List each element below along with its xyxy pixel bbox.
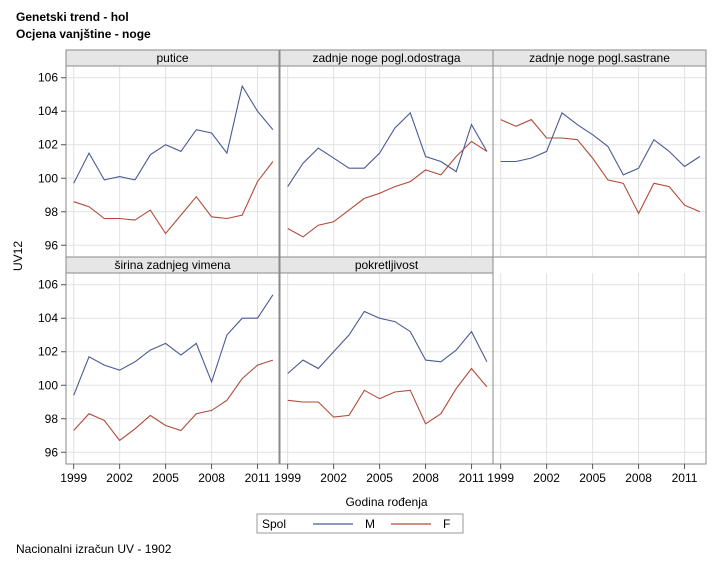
x-axis-label: Godina rođenja — [345, 495, 427, 509]
y-tick-label: 98 — [45, 412, 59, 426]
panel-background — [66, 257, 279, 464]
y-tick-label: 102 — [38, 138, 58, 152]
x-tick-label: 2005 — [152, 471, 179, 485]
panel-background — [493, 50, 706, 257]
x-tick-label: 1999 — [274, 471, 301, 485]
x-tick-label: 2011 — [672, 471, 698, 485]
series-line-f — [73, 359, 274, 442]
y-tick-label: 100 — [38, 378, 58, 392]
series-line-f — [73, 161, 274, 235]
x-tick-label: 2005 — [579, 471, 606, 485]
panel-title: putice — [156, 51, 188, 65]
y-tick-label: 96 — [45, 238, 59, 252]
legend-title: Spol — [262, 517, 286, 531]
y-tick-label: 96 — [45, 445, 59, 459]
legend-entry-f: F — [443, 517, 450, 531]
panel-background — [280, 257, 493, 464]
panel-background — [493, 257, 706, 464]
x-tick-label: 2005 — [366, 471, 393, 485]
x-tick-label: 1999 — [60, 471, 87, 485]
footnote: Nacionalni izračun UV - 1902 — [16, 542, 172, 556]
x-tick-label: 2002 — [533, 471, 560, 485]
panel-frame — [492, 256, 707, 465]
series-line-m — [287, 310, 488, 374]
x-tick-label: 1999 — [487, 471, 514, 485]
chart-subtitle: Ocjena vanjštine - noge — [16, 27, 151, 41]
x-tick-label: 2011 — [459, 471, 485, 485]
y-tick-label: 100 — [38, 171, 58, 185]
legend-box — [256, 513, 464, 534]
y-tick-label: 106 — [38, 278, 58, 292]
legend-entry-m: M — [365, 517, 375, 531]
y-tick-label: 102 — [38, 345, 58, 359]
series-line-m — [73, 294, 274, 396]
series-line-f — [500, 118, 701, 215]
panel-title: širina zadnjeg vimena — [114, 258, 230, 272]
series-line-m — [287, 111, 488, 187]
x-tick-label: 2008 — [625, 471, 652, 485]
chart-title: Genetski trend - hol — [16, 10, 129, 24]
x-tick-label: 2002 — [320, 471, 347, 485]
y-tick-label: 106 — [38, 71, 58, 85]
panel-frame — [65, 256, 280, 465]
panel-background — [280, 50, 493, 257]
panel-title: zadnje noge pogl.odostraga — [312, 51, 460, 65]
series-line-f — [287, 367, 488, 425]
series-line-f — [287, 140, 488, 238]
panel-background — [66, 50, 279, 257]
x-tick-label: 2008 — [198, 471, 225, 485]
y-tick-label: 98 — [45, 205, 59, 219]
x-tick-label: 2008 — [412, 471, 439, 485]
y-tick-label: 104 — [38, 104, 58, 118]
panel-title: zadnje noge pogl.sastrane — [529, 51, 670, 65]
y-tick-label: 104 — [38, 311, 58, 325]
series-line-m — [500, 112, 701, 176]
x-tick-label: 2011 — [245, 471, 271, 485]
x-tick-label: 2002 — [106, 471, 133, 485]
panel-title: pokretljivost — [355, 258, 419, 272]
y-axis-label: UV12 — [11, 241, 25, 271]
series-line-m — [73, 84, 274, 184]
